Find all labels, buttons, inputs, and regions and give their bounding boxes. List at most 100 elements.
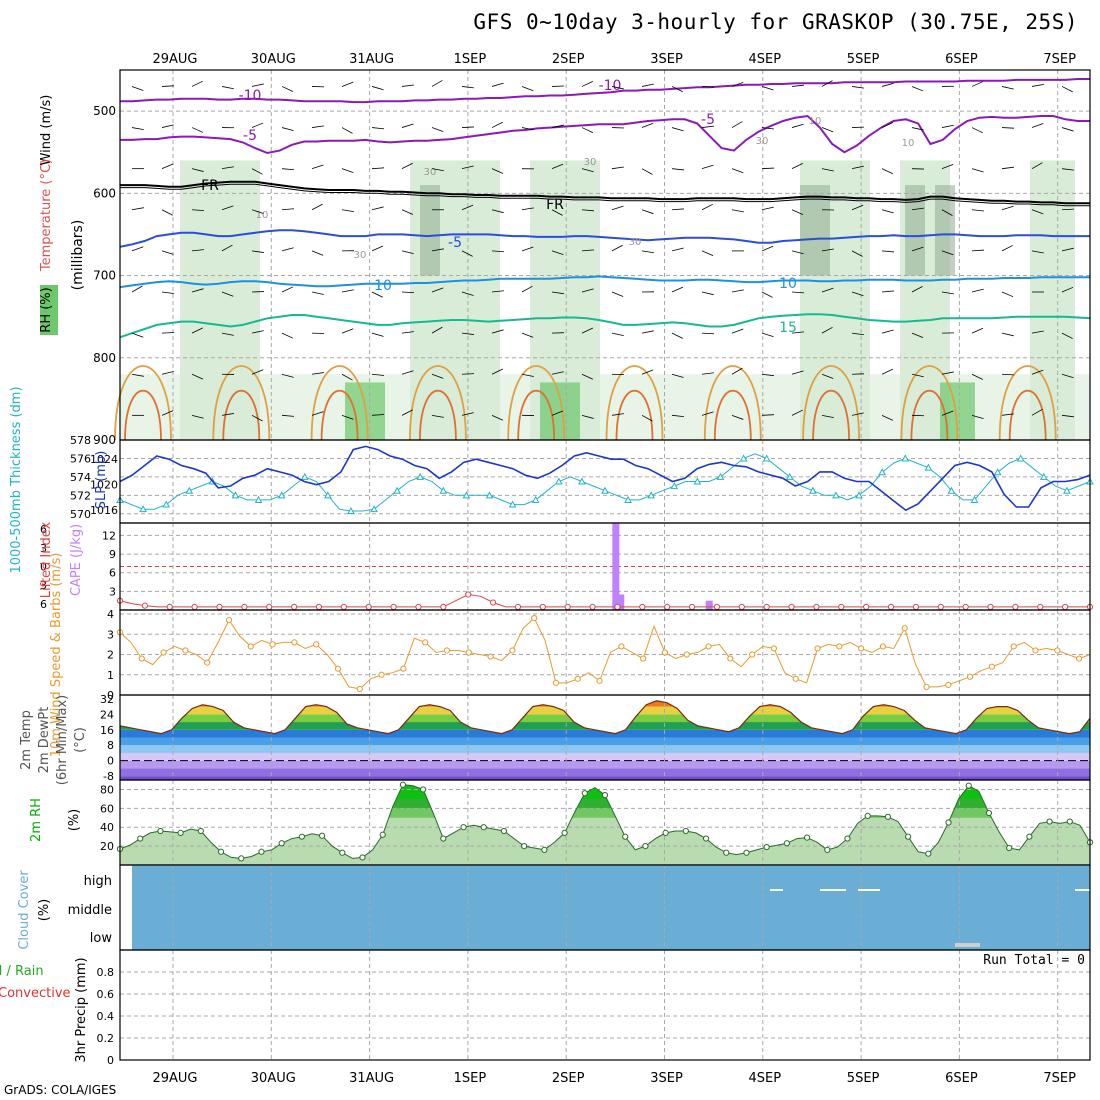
precip-tick: 0 [107,1054,114,1067]
wind-speed-line-point [509,647,516,654]
wind-barb [1031,369,1044,375]
thickness-line-point [832,491,840,499]
temp-color-band [120,760,1090,769]
wind-barb [191,168,204,172]
wind-barb [941,163,954,170]
thickness-line-point [947,486,956,494]
rh-line-point [925,850,932,857]
pressure-tick: 800 [93,351,116,365]
wind-barb [791,409,803,416]
wind-barb [401,250,414,254]
rh-line-point [339,849,346,856]
date-label-top: 1SEP [454,52,487,67]
temp-contour-arc [320,390,359,441]
rh-tick: 80 [100,783,114,796]
wind-barb [341,209,354,213]
precip-tick: 0.4 [97,1010,115,1023]
rh-dark-shading [905,185,925,276]
wind-speed-line-point [988,663,996,670]
cloud-high-mark [770,889,783,891]
wind-speed-line-point [138,655,145,662]
wind-barb [671,414,684,417]
wind-barb [701,250,714,256]
lifted-index-line-point [216,603,223,610]
lifted-index-line-point [291,603,298,610]
wind-barb [311,203,323,211]
rh-line-point [682,827,689,835]
wind-barb [1001,245,1013,252]
rh-line-point [399,781,407,788]
rh-axis-label: RH (%) [39,287,54,332]
wind-barb [461,204,474,211]
lifted-index-line-point [564,603,571,610]
rh-line-point [137,835,144,842]
thickness-line-point [347,506,355,515]
rh-tick: 20 [100,840,114,853]
thickness-line-point [277,491,286,499]
date-label-top: 30AUG [251,52,296,67]
wind-barb [491,329,504,334]
rh-line-point [601,792,609,799]
lifted-index-line-point [713,603,721,610]
wind-barb [761,291,773,298]
date-label-top: 2SEP [552,52,585,67]
rh-line-point [278,840,285,847]
wind-barb [341,127,353,134]
rh-high-area [120,784,1090,818]
rh-line-point [945,819,952,826]
wind-speed-line-point [269,641,276,648]
thickness-line-point [878,468,886,476]
wind-barb [551,209,563,216]
thickness-line-point [970,495,979,503]
thickness-tick: 576 [70,452,91,465]
thickness-line-point [508,500,517,508]
wind-barb [401,209,414,215]
rh-line-point [460,824,467,831]
wind-barb [191,249,204,252]
wind-barb [731,168,744,174]
wind-barb [581,249,594,252]
rh-line-point [1026,833,1033,840]
wind-barb [1061,286,1074,293]
wind-barb [461,412,474,416]
wind-barb [401,291,415,294]
wind-speed-line-point [879,643,887,650]
lifted-axis-label: Lifted Index [39,521,54,598]
thickness-line-point [162,500,171,508]
wind-barb [791,84,804,87]
thickness-line-point [462,491,471,499]
wind-barb [1061,332,1073,339]
temp-color-band [120,700,1090,707]
cape-bar [617,594,625,610]
wind-barb [641,369,654,375]
lifted-tick: 6 [40,523,47,536]
wind-speed-line [119,617,1091,690]
wind-barb [161,124,174,128]
wind-speed-line-point [378,671,385,678]
temp-color-band [120,706,1090,715]
contour-label: 10 [256,210,269,221]
wind-barb [431,80,443,87]
thickness-line-point [139,505,147,513]
rh-line-point [642,843,649,850]
wind-speed-line-point [160,649,167,656]
rh-legend-swatch [40,285,58,335]
credit-text: GrADS: COLA/IGES [4,1083,117,1097]
wind-barb [191,209,204,212]
thickness-line-point [670,482,679,490]
wind-barb [131,207,144,211]
wind-barb [851,165,864,170]
wind-barb [221,291,234,297]
wind-barb [161,163,174,170]
wind-speed-line-point [422,639,429,646]
rh-line-point [238,855,245,862]
cape-bar [612,523,620,610]
lifted-index-line-point [912,603,919,610]
thickness-line-point [647,491,656,499]
thickness-line-point [624,495,632,503]
wind-speed-line-point [225,617,233,624]
wind-barb [191,373,204,380]
temp-tick: 16 [100,724,114,737]
wind-barb [371,414,384,416]
contour-label: 15 [779,320,797,336]
